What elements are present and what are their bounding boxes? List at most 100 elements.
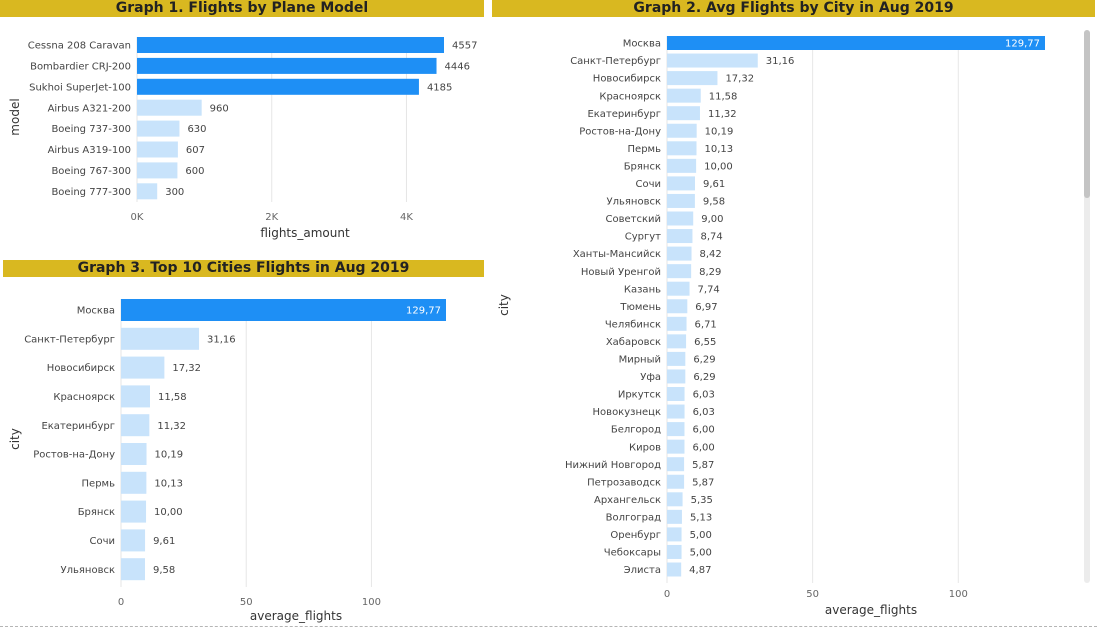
graph3-bar bbox=[121, 529, 146, 552]
graph3-category-label: Новосибирск bbox=[47, 363, 115, 374]
graph2-category-label: Москва bbox=[623, 39, 661, 50]
graph2-value-label: 17,32 bbox=[725, 74, 754, 85]
graph2-value-label: 5,35 bbox=[691, 495, 713, 506]
graph2-category-label: Новый Уренгой bbox=[581, 267, 661, 278]
graph2-category-label: Ханты-Мансийск bbox=[573, 249, 661, 260]
graph2-bar bbox=[667, 299, 688, 314]
graph1-x-tick-label: 0K bbox=[131, 212, 144, 223]
graph3-panel: Graph 3. Top 10 Cities Flights in Aug 20… bbox=[3, 260, 484, 626]
graph2-value-label: 10,13 bbox=[705, 144, 734, 155]
graph2-value-label: 8,42 bbox=[700, 249, 722, 260]
graph1-title: Graph 1. Flights by Plane Model bbox=[0, 0, 484, 17]
graph3-bar bbox=[121, 443, 147, 465]
graph2-value-label: 9,00 bbox=[701, 214, 723, 225]
graph1-bar bbox=[137, 120, 180, 137]
graph3-value-label: 9,58 bbox=[153, 565, 175, 576]
graph2-value-label: 6,55 bbox=[694, 337, 716, 348]
graph3-value-label: 10,19 bbox=[155, 450, 184, 461]
graph2-bar bbox=[667, 264, 692, 279]
graph3-category-label: Москва bbox=[77, 306, 115, 317]
graph1-bar bbox=[137, 37, 444, 53]
graph2-scrollbar-thumb[interactable] bbox=[1084, 30, 1090, 198]
graph1-panel: Graph 1. Flights by Plane Model 0K 2K 4K Ce… bbox=[0, 0, 484, 250]
graph3-category-label: Красноярск bbox=[53, 392, 115, 403]
graph1-category-label: Sukhoi SuperJet-100 bbox=[29, 82, 131, 93]
graph3-category-label: Сочи bbox=[89, 536, 115, 547]
graph2-value-label: 11,32 bbox=[708, 109, 737, 120]
graph3-category-label: Пермь bbox=[82, 478, 116, 489]
graph1-value-label: 630 bbox=[187, 124, 206, 135]
graph3-bar bbox=[121, 327, 200, 350]
graph2-value-label: 5,00 bbox=[690, 530, 712, 541]
graph2-bar bbox=[667, 387, 685, 401]
graph1-y-axis-title: model bbox=[8, 98, 22, 135]
graph3-bar bbox=[121, 414, 150, 437]
graph2-category-label: Тюмень bbox=[619, 302, 661, 313]
graph1-value-label: 600 bbox=[185, 166, 204, 177]
graph2-value-label: 6,00 bbox=[692, 425, 714, 436]
graph2-category-label: Пермь bbox=[628, 144, 662, 155]
graph3-bar bbox=[121, 356, 165, 379]
graph2-chart: 0 50 100 Москва 129,77 Санкт-Петербург 31,16 Но… bbox=[497, 36, 1045, 617]
graph1-category-label: Airbus A321-200 bbox=[48, 103, 131, 114]
graph2-category-label: Новосибирск bbox=[593, 74, 661, 85]
page-bottom-divider bbox=[0, 626, 1097, 627]
graph2-x-tick-label: 100 bbox=[949, 589, 968, 600]
graph1-chart: 0K 2K 4K Cessna 208 Caravan 4557 Bombardier C… bbox=[8, 37, 477, 240]
graph2-category-label: Ульяновск bbox=[607, 197, 661, 208]
graph2-bar bbox=[667, 123, 697, 138]
graph2-value-label: 6,71 bbox=[695, 319, 717, 330]
graph3-value-label: 31,16 bbox=[207, 334, 236, 345]
graph3-bar bbox=[121, 500, 147, 523]
graph2-bar bbox=[667, 509, 682, 524]
graph2-category-label: Уфа bbox=[640, 372, 661, 383]
graph1-category-label: Bombardier CRJ-200 bbox=[30, 62, 131, 73]
graph2-bar bbox=[667, 527, 682, 542]
graph2-category-label: Белгород bbox=[611, 425, 661, 436]
graph3-category-label: Санкт-Петербург bbox=[24, 334, 115, 345]
graph2-x-tick-label: 50 bbox=[806, 589, 819, 600]
graph2-bar bbox=[667, 158, 697, 173]
graph3-category-label: Ульяновск bbox=[61, 565, 115, 576]
graph2-category-label: Волгоград bbox=[606, 512, 661, 523]
graph2-bar bbox=[667, 474, 685, 489]
graph1-value-label: 4185 bbox=[427, 82, 452, 93]
graph2-value-label: 6,03 bbox=[693, 407, 715, 418]
graph2-category-label: Санкт-Петербург bbox=[570, 56, 661, 67]
graph2-bar bbox=[667, 492, 683, 507]
graph2-scrollbar-track[interactable] bbox=[1084, 30, 1090, 583]
graph2-value-label: 8,29 bbox=[699, 267, 721, 278]
graph3-bar bbox=[121, 558, 145, 581]
graph2-value-label: 11,58 bbox=[709, 91, 738, 102]
graph2-bar bbox=[667, 176, 695, 191]
graph2-bar bbox=[667, 281, 690, 296]
graph2-bar bbox=[667, 351, 686, 366]
graph2-category-label: Сочи bbox=[635, 179, 661, 190]
graph2-value-label: 6,29 bbox=[693, 372, 715, 383]
graph2-category-label: Красноярск bbox=[599, 91, 661, 102]
graph2-value-label: 5,87 bbox=[692, 477, 714, 488]
graph2-value-label: 10,19 bbox=[705, 126, 734, 137]
graph1-x-tick-label: 4K bbox=[400, 212, 413, 223]
graph1-value-label: 300 bbox=[165, 187, 184, 198]
graph2-x-tick-label: 0 bbox=[664, 589, 670, 600]
graph2-bar bbox=[667, 88, 701, 103]
graph3-value-label: 9,61 bbox=[153, 536, 175, 547]
graph2-bar bbox=[667, 246, 692, 261]
graph2-category-label: Ростов-на-Дону bbox=[579, 126, 661, 137]
graph1-category-label: Boeing 737-300 bbox=[51, 124, 131, 135]
graph3-bar bbox=[121, 299, 446, 321]
graph1-value-label: 4557 bbox=[452, 41, 477, 52]
graph3-x-tick-label: 50 bbox=[240, 597, 253, 608]
graph2-value-label: 8,74 bbox=[700, 232, 722, 243]
graph2-value-label: 7,74 bbox=[698, 284, 720, 295]
graph3-value-label: 129,77 bbox=[406, 306, 441, 317]
graph3-bar bbox=[121, 385, 151, 408]
graph2-bar bbox=[667, 562, 682, 577]
graph2-category-label: Нижний Новгород bbox=[565, 460, 661, 471]
graph2-bar bbox=[667, 369, 686, 384]
graph2-category-label: Чебоксары bbox=[604, 548, 661, 559]
graph2-category-label: Екатеринбург bbox=[587, 109, 661, 120]
graph1-category-label: Airbus A319-100 bbox=[48, 145, 131, 156]
graph2-bar bbox=[667, 229, 693, 244]
